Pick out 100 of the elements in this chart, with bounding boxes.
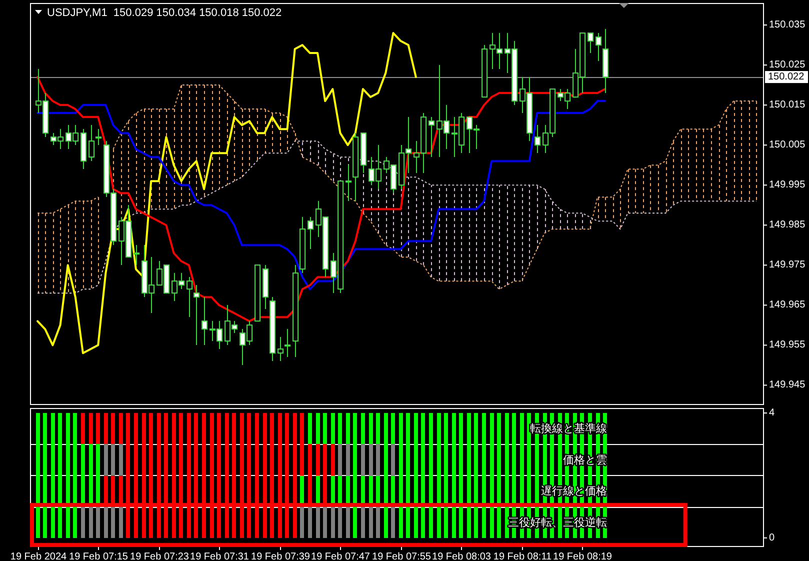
- bar: [247, 506, 251, 538]
- bar: [482, 506, 486, 538]
- candlestick: [428, 116, 434, 158]
- x-tick-label: 19 Feb 07:47: [311, 552, 370, 561]
- bar: [452, 506, 456, 538]
- bar: [316, 506, 320, 538]
- bar: [437, 506, 441, 538]
- bar: [338, 412, 342, 444]
- y-tick-label: 149.975: [769, 260, 806, 271]
- line-series: [37, 140, 757, 294]
- bar: [134, 506, 138, 538]
- bar: [459, 506, 463, 538]
- bar: [232, 506, 236, 538]
- bar: [104, 506, 108, 538]
- bar: [331, 506, 335, 538]
- y-tick-label: 0: [769, 532, 775, 544]
- y-tick-label: 150.025: [769, 60, 806, 71]
- bar: [323, 412, 327, 444]
- bar: [164, 506, 168, 538]
- bar: [406, 506, 410, 538]
- bar: [308, 412, 312, 444]
- bar: [202, 506, 206, 538]
- candlestick: [194, 284, 200, 346]
- bar: [36, 506, 40, 538]
- bar: [187, 506, 191, 538]
- bar: [58, 506, 62, 538]
- bar: [369, 444, 373, 476]
- bar: [361, 506, 365, 538]
- bar: [81, 506, 85, 538]
- candlestick: [96, 128, 102, 146]
- y-tick-label: 149.965: [769, 300, 806, 311]
- y-tick-label: 149.945: [769, 380, 806, 391]
- bar: [149, 506, 153, 538]
- x-tick-label: 19 Feb 2024: [10, 552, 68, 561]
- bar: [104, 412, 108, 444]
- bar: [51, 506, 55, 538]
- bar: [331, 444, 335, 476]
- bar: [391, 506, 395, 538]
- bar: [66, 506, 70, 538]
- bar: [308, 506, 312, 538]
- candlestick: [588, 32, 594, 54]
- bar: [270, 506, 274, 538]
- bar: [119, 412, 123, 444]
- candlestick: [186, 276, 192, 318]
- bar: [119, 506, 123, 538]
- bar: [285, 506, 289, 538]
- bar: [323, 506, 327, 538]
- x-tick-label: 19 Feb 07:55: [372, 552, 432, 561]
- bar: [111, 412, 115, 444]
- bar: [467, 506, 471, 538]
- x-tick-label: 19 Feb 07:39: [251, 552, 310, 561]
- bar: [89, 506, 93, 538]
- x-tick-label: 19 Feb 08:19: [553, 552, 612, 561]
- bar: [104, 444, 108, 476]
- candlestick: [284, 328, 290, 358]
- candlestick: [134, 244, 140, 266]
- candlestick: [278, 336, 284, 362]
- bar: [194, 506, 198, 538]
- bar: [255, 506, 259, 538]
- bar: [210, 506, 214, 538]
- bar: [73, 506, 77, 538]
- bar: [346, 412, 350, 444]
- bar: [399, 506, 403, 538]
- line-series: [36, 100, 606, 290]
- y-tick-label: 149.985: [769, 220, 806, 231]
- bar: [81, 412, 85, 444]
- bar: [316, 412, 320, 444]
- y-tick-label: 149.995: [769, 180, 806, 191]
- candlestick: [534, 124, 540, 154]
- y-tick-label: 149.955: [769, 340, 806, 351]
- bar: [89, 412, 93, 444]
- x-tick-label: 19 Feb 07:15: [69, 552, 128, 561]
- bar: [119, 444, 123, 476]
- bar: [421, 506, 425, 538]
- bar: [240, 506, 244, 538]
- bar: [316, 444, 320, 476]
- bar: [96, 506, 100, 538]
- bar: [338, 444, 342, 476]
- bar: [490, 506, 494, 538]
- line-series: [36, 32, 417, 354]
- candlestick: [88, 124, 94, 162]
- bar: [376, 506, 380, 538]
- x-tick-label: 19 Feb 08:03: [432, 552, 492, 561]
- bar: [263, 506, 267, 538]
- bar: [346, 444, 350, 476]
- bar: [384, 506, 388, 538]
- bar: [126, 506, 130, 538]
- bar: [414, 506, 418, 538]
- ref-line-label: 150.022: [768, 72, 805, 83]
- bar: [300, 506, 304, 538]
- bar: [111, 444, 115, 476]
- x-tick-label: 19 Feb 07:31: [190, 552, 250, 561]
- y-tick-label: 150.005: [769, 140, 806, 151]
- bar: [353, 506, 357, 538]
- y-tick-label: 150.035: [769, 20, 806, 31]
- y-tick-label: 4: [769, 407, 775, 418]
- bar: [96, 412, 100, 444]
- bar: [111, 506, 115, 538]
- bar: [497, 506, 501, 538]
- bar: [157, 506, 161, 538]
